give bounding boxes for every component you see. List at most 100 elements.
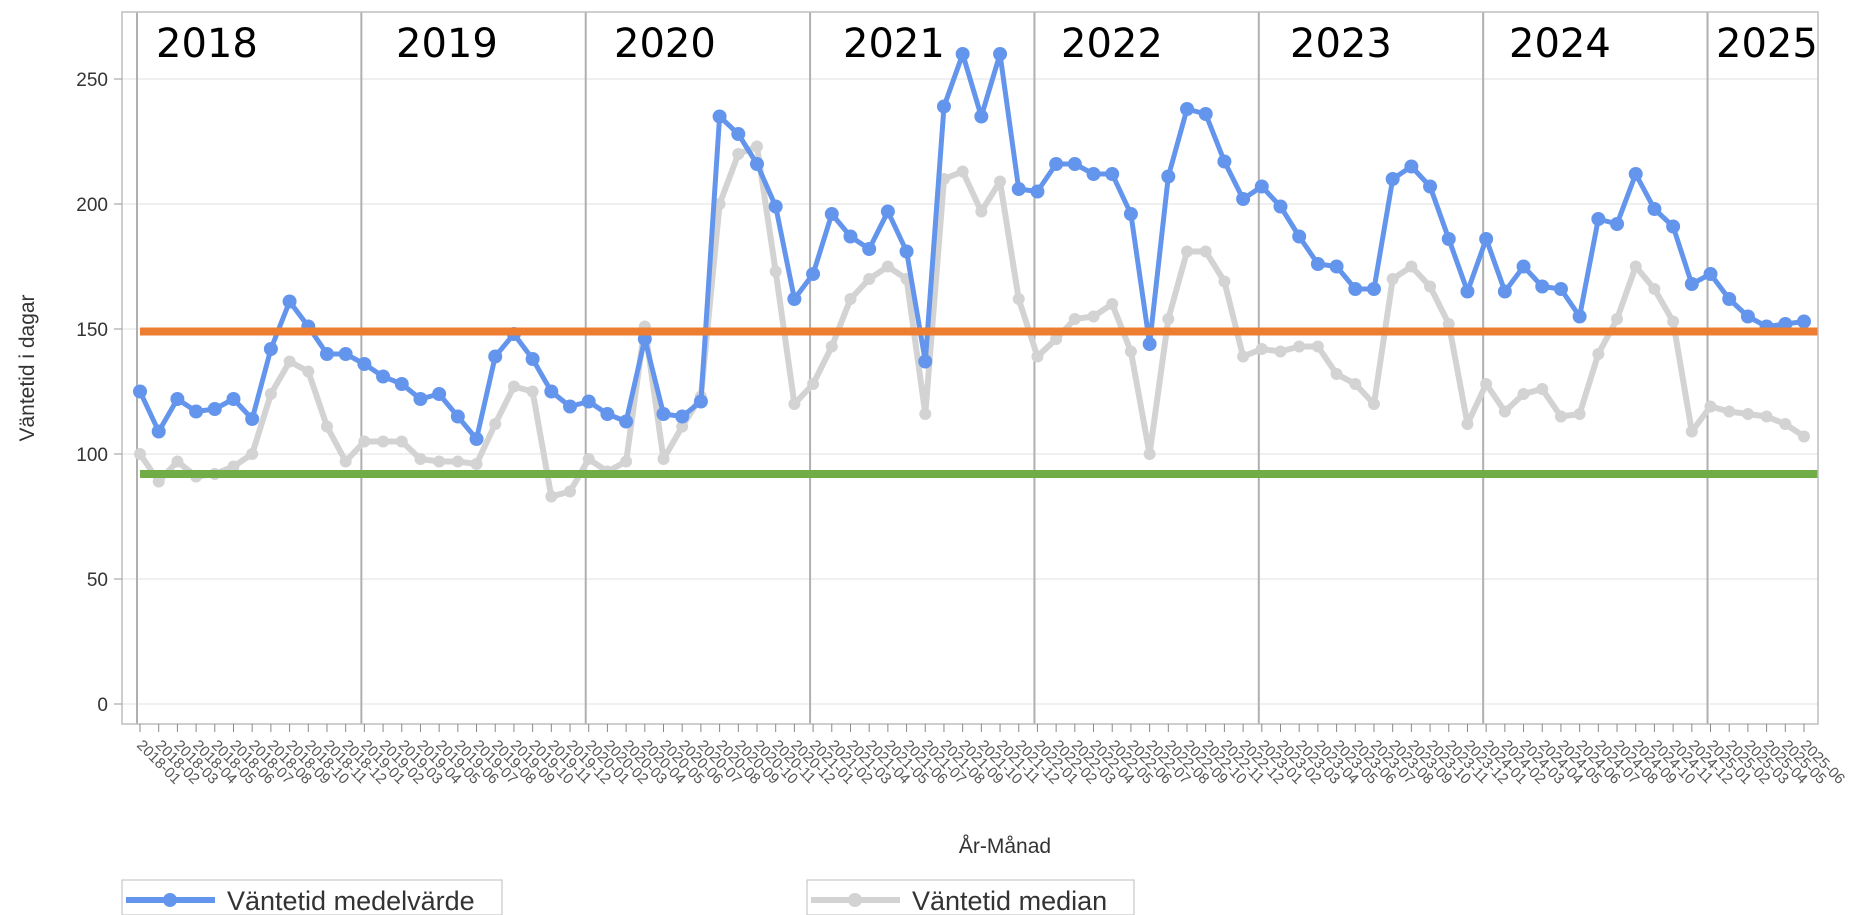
point-mean <box>469 432 484 446</box>
point-median <box>526 385 539 398</box>
point-mean <box>151 424 166 439</box>
point-median <box>1442 318 1455 330</box>
point-median <box>881 260 894 273</box>
point-median <box>433 455 446 468</box>
year-label: 2023 <box>1290 21 1392 67</box>
point-median <box>1311 340 1324 353</box>
y-tick-label: 250 <box>76 70 108 91</box>
point-mean <box>1666 219 1681 234</box>
point-median <box>564 485 577 498</box>
point-median <box>227 460 240 473</box>
point-mean <box>1385 172 1400 186</box>
point-mean <box>357 357 372 371</box>
point-median <box>1498 405 1511 418</box>
point-median <box>339 455 352 468</box>
point-mean <box>843 229 858 244</box>
year-label: 2020 <box>614 21 716 67</box>
point-mean <box>1030 184 1045 199</box>
point-median <box>1741 408 1754 420</box>
point-median <box>1050 333 1063 345</box>
point-mean <box>600 407 615 421</box>
series-lines <box>133 47 1811 503</box>
legend: Väntetid medelvärde Väntetid median <box>121 879 1135 915</box>
point-median <box>1592 348 1605 360</box>
point-mean <box>1460 284 1475 299</box>
point-median <box>152 475 165 488</box>
point-median <box>676 420 689 433</box>
point-mean <box>656 407 671 421</box>
axes <box>114 11 1819 732</box>
point-median <box>171 455 184 468</box>
y-axis-title: Väntetid i dagar <box>16 294 39 441</box>
point-mean <box>806 267 821 281</box>
series-median-line <box>137 143 1807 500</box>
legend-label-median: Väntetid median <box>912 886 1107 915</box>
point-mean <box>1310 257 1325 271</box>
point-median <box>1330 368 1343 380</box>
point-mean <box>1628 167 1643 181</box>
point-median <box>1181 245 1194 258</box>
point-median <box>1068 313 1081 325</box>
point-mean <box>749 157 764 171</box>
point-median <box>1760 410 1773 423</box>
point-mean <box>899 244 914 259</box>
point-mean <box>974 109 989 124</box>
year-label: 2019 <box>396 21 498 67</box>
point-median <box>1461 418 1474 430</box>
y-tick-label: 150 <box>76 320 108 341</box>
point-median <box>1667 315 1680 328</box>
point-median <box>414 453 427 465</box>
year-separators <box>136 12 1709 724</box>
point-mean <box>376 369 391 384</box>
point-mean <box>955 47 970 61</box>
point-median <box>1031 350 1044 363</box>
point-mean <box>319 347 334 361</box>
point-mean <box>675 409 690 424</box>
point-median <box>788 398 801 410</box>
point-mean <box>1049 157 1064 171</box>
point-mean <box>1123 207 1138 221</box>
point-mean <box>544 384 559 399</box>
point-median <box>283 355 296 368</box>
point-median <box>1367 398 1380 410</box>
point-median <box>1648 283 1661 295</box>
point-median <box>1349 378 1362 390</box>
point-median <box>1199 245 1212 258</box>
point-mean <box>563 399 578 414</box>
point-median <box>1405 260 1418 273</box>
point-mean <box>619 414 634 429</box>
point-mean <box>1610 217 1625 231</box>
series-mean-line <box>137 51 1807 442</box>
point-mean <box>1535 279 1550 294</box>
y-tick-label: 50 <box>87 570 108 591</box>
point-median <box>919 408 932 420</box>
point-median <box>657 453 670 465</box>
year-label: 2024 <box>1509 21 1611 67</box>
point-median <box>1087 310 1100 323</box>
point-mean <box>1292 229 1307 244</box>
point-mean <box>170 392 185 406</box>
point-mean <box>488 349 503 364</box>
legend-label-mean: Väntetid medelvärde <box>227 886 475 915</box>
point-median <box>1798 430 1810 443</box>
series-median <box>134 140 1810 503</box>
point-mean <box>1273 199 1288 214</box>
point-median <box>1162 313 1175 325</box>
point-mean <box>338 347 353 361</box>
point-median <box>769 265 782 278</box>
point-mean <box>712 109 727 124</box>
point-median <box>545 490 558 503</box>
point-median <box>470 458 483 470</box>
point-mean <box>1067 157 1082 171</box>
legend-box-mean <box>121 879 503 915</box>
point-median <box>1480 378 1493 390</box>
year-label: 2021 <box>843 21 945 67</box>
point-median <box>264 388 277 400</box>
point-mean <box>693 394 708 409</box>
point-mean <box>189 404 204 419</box>
point-mean <box>207 402 222 416</box>
point-mean <box>1105 167 1120 181</box>
point-mean <box>787 292 802 306</box>
point-mean <box>1404 159 1419 174</box>
